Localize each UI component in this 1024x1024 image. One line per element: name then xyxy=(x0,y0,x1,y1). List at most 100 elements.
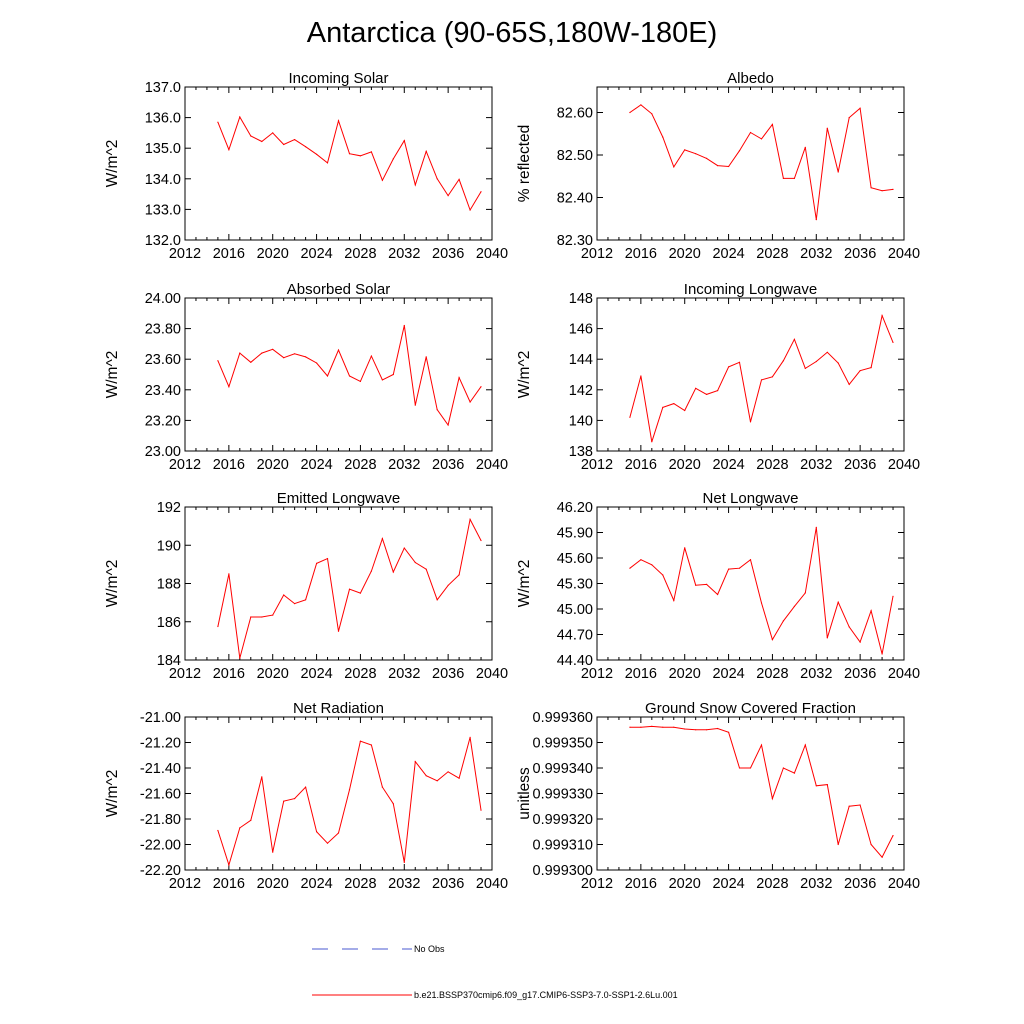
x-tick-label: 2040 xyxy=(888,666,920,682)
x-tick-label: 2020 xyxy=(257,666,289,682)
panel-title-absorbed-solar: Absorbed Solar xyxy=(287,281,390,298)
y-tick-label: 146 xyxy=(569,322,593,338)
y-tick-label: 188 xyxy=(157,577,181,593)
y-axis-label-emitted-longwave: W/m^2 xyxy=(104,560,121,608)
data-point xyxy=(381,538,383,540)
y-axis-label-net-longwave: W/m^2 xyxy=(516,560,533,608)
plot-frame xyxy=(184,86,493,241)
data-point xyxy=(305,356,307,358)
data-point xyxy=(870,367,872,369)
x-tick-label: 2040 xyxy=(476,457,508,473)
data-point xyxy=(760,602,763,604)
data-point xyxy=(392,571,394,573)
data-point xyxy=(771,123,774,125)
data-point xyxy=(447,195,449,197)
y-tick-label: -21.60 xyxy=(140,787,181,803)
panel-incoming-solar: Incoming Solar W/m^2 2012 2016 2020 2024 2028 2… xyxy=(104,70,508,262)
data-point xyxy=(239,657,241,659)
data-point xyxy=(294,603,296,605)
data-point xyxy=(414,184,416,186)
y-tick-label: -21.00 xyxy=(140,710,181,726)
x-tick-label: 2024 xyxy=(712,666,744,682)
x-tick-label: 2016 xyxy=(625,457,657,473)
x-tick-label: 2020 xyxy=(669,666,701,682)
data-point xyxy=(760,744,763,746)
data-point xyxy=(261,616,263,618)
y-tick-label: 82.40 xyxy=(557,191,593,207)
x-tick-label: 2012 xyxy=(169,457,201,473)
data-point xyxy=(250,616,252,618)
data-point xyxy=(414,404,416,406)
x-tick-label: 2012 xyxy=(581,246,613,262)
data-point xyxy=(892,835,894,837)
data-point xyxy=(414,561,416,564)
data-point xyxy=(859,641,861,643)
data-point xyxy=(706,729,708,731)
data-point xyxy=(392,158,394,160)
data-point xyxy=(684,409,686,412)
data-point xyxy=(804,744,806,746)
data-point xyxy=(673,599,675,602)
plot-frame xyxy=(184,297,493,452)
data-point xyxy=(859,804,861,806)
data-point xyxy=(640,559,642,561)
x-tick-label: 2012 xyxy=(581,457,613,473)
y-tick-label: 82.60 xyxy=(557,106,593,122)
data-point xyxy=(436,409,438,411)
data-point xyxy=(337,349,340,351)
data-point xyxy=(272,851,274,853)
data-point xyxy=(272,614,274,616)
data-point xyxy=(859,370,861,372)
data-point xyxy=(717,727,719,730)
panel-title-incoming-solar: Incoming Solar xyxy=(288,70,388,87)
data-point xyxy=(480,539,482,542)
data-point xyxy=(326,558,329,560)
data-point xyxy=(749,767,752,769)
y-tick-label: 184 xyxy=(157,653,181,669)
data-point xyxy=(305,786,307,788)
data-point xyxy=(436,780,438,782)
data-point xyxy=(370,151,372,153)
data-point xyxy=(771,376,774,378)
data-point xyxy=(217,121,219,123)
data-point xyxy=(760,138,763,140)
series-line-albedo xyxy=(629,104,894,220)
data-point xyxy=(458,777,460,779)
data-point xyxy=(749,421,752,423)
data-point xyxy=(337,120,340,122)
data-point xyxy=(793,338,796,340)
y-tick-label: 137.0 xyxy=(145,80,181,96)
data-point xyxy=(228,573,230,575)
data-point xyxy=(228,149,230,151)
y-tick-label: 45.90 xyxy=(557,526,593,542)
data-point xyxy=(392,803,394,805)
y-tick-label: 23.00 xyxy=(145,444,181,460)
data-point xyxy=(673,166,675,168)
data-point xyxy=(738,567,741,569)
data-point xyxy=(804,592,806,594)
data-point xyxy=(403,140,405,142)
x-tick-label: 2020 xyxy=(669,246,701,262)
data-point xyxy=(837,843,839,846)
x-tick-label: 2012 xyxy=(169,876,201,892)
panel-absorbed-solar: Absorbed Solar W/m^2 2012 2016 2020 2024 2028 2… xyxy=(104,281,508,473)
x-tick-label: 2020 xyxy=(257,876,289,892)
x-tick-label: 2032 xyxy=(388,876,420,892)
data-point xyxy=(673,403,675,405)
data-point xyxy=(782,177,785,179)
data-point xyxy=(684,149,686,151)
x-tick-label: 2024 xyxy=(300,666,332,682)
data-point xyxy=(326,162,329,164)
x-tick-label: 2024 xyxy=(712,246,744,262)
data-point xyxy=(651,441,653,443)
data-point xyxy=(425,568,427,570)
data-point xyxy=(640,104,642,106)
data-point xyxy=(848,383,850,385)
x-tick-label: 2020 xyxy=(257,457,289,473)
data-point xyxy=(381,379,383,381)
data-point xyxy=(316,153,318,155)
data-point xyxy=(826,784,828,786)
data-point xyxy=(239,827,241,829)
data-point xyxy=(359,592,361,594)
data-point xyxy=(261,776,263,778)
